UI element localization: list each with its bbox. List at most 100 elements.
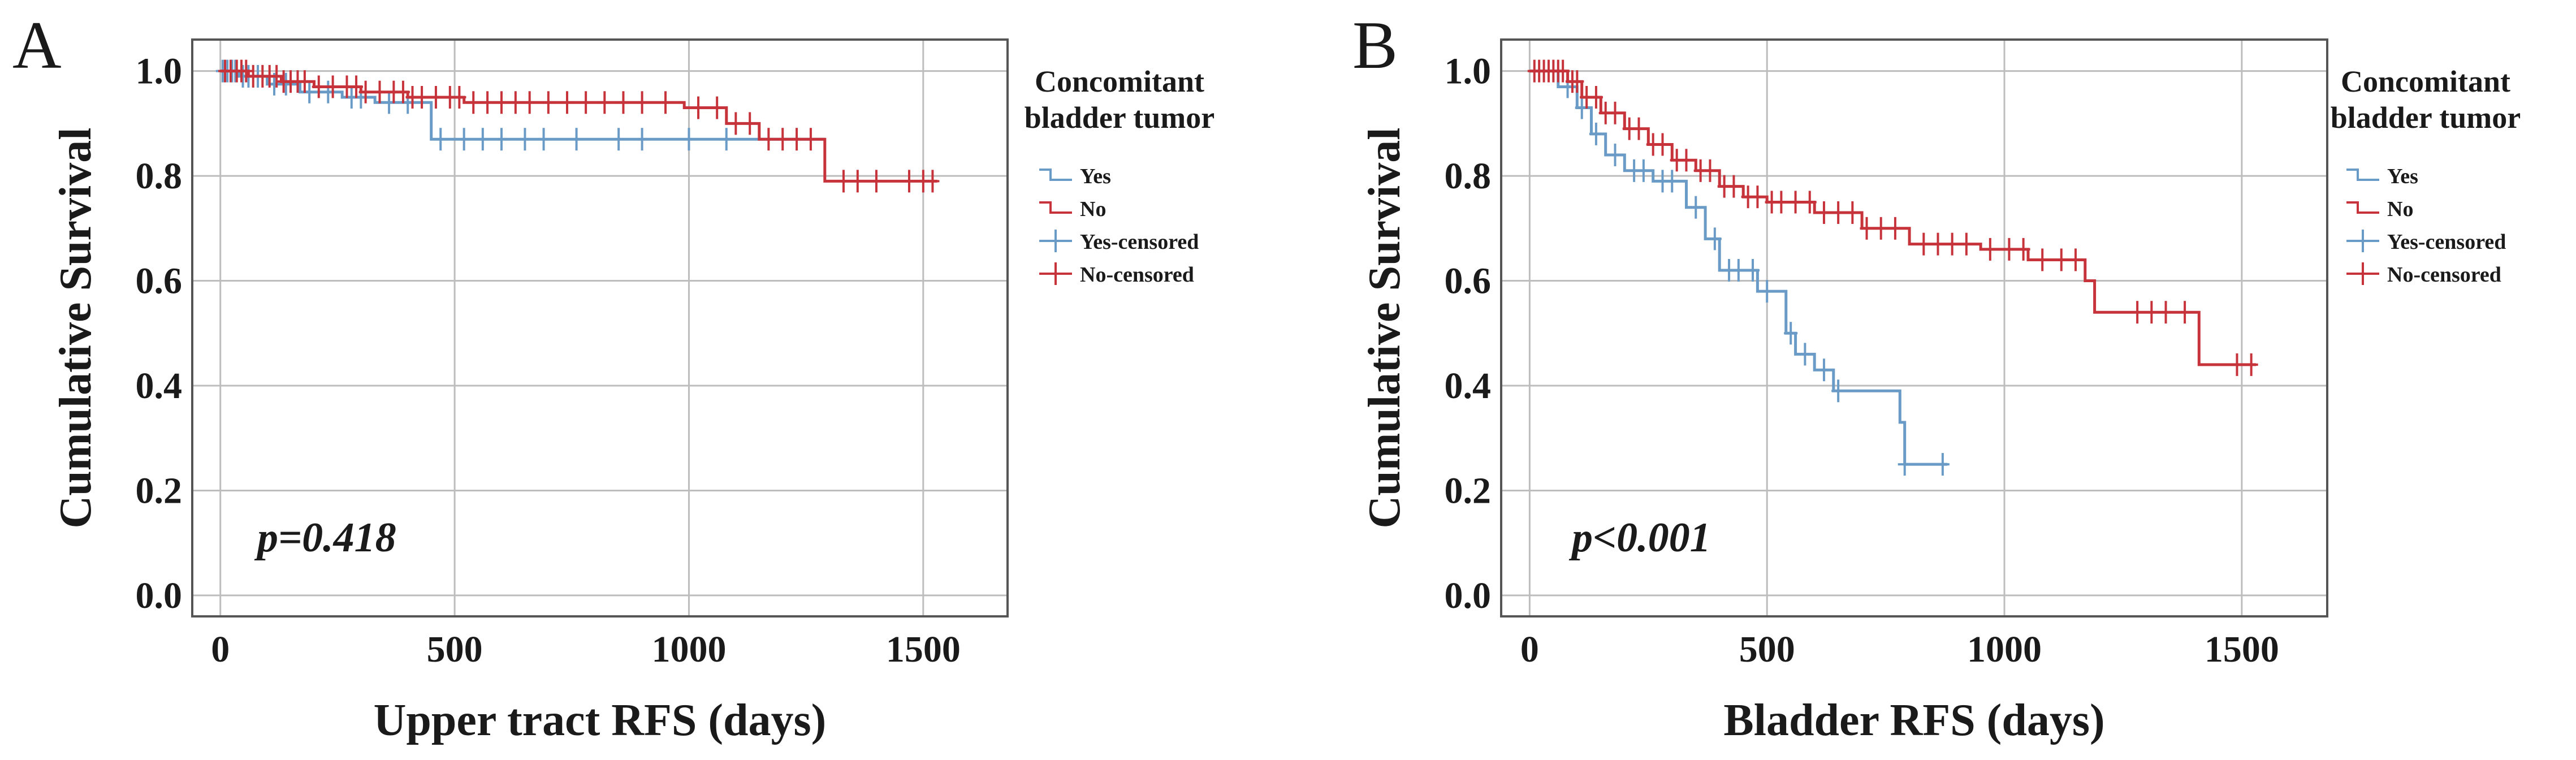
series-yes (1529, 70, 1950, 476)
legend-entry: Yes-censored (1080, 230, 1199, 254)
x-tick-label: 1500 (886, 629, 961, 670)
censor-mark (1788, 191, 1803, 214)
series-no (218, 59, 940, 193)
censor-mark (691, 96, 706, 119)
legend-entry: No-censored (1080, 263, 1194, 287)
censor-mark (494, 91, 508, 114)
censor-mark (537, 128, 551, 151)
censor-mark (579, 91, 593, 114)
censor-mark (1708, 227, 1722, 251)
censor-mark (719, 128, 733, 151)
censor-mark (2178, 301, 2192, 324)
p-value-annotation: p<0.001 (1568, 515, 1711, 561)
censor-mark (1917, 232, 1931, 256)
censor-mark (635, 128, 649, 151)
censor-mark (358, 80, 373, 103)
x-tick-label: 0 (211, 629, 230, 670)
censor-mark (2244, 353, 2258, 376)
censor-mark (1831, 201, 1845, 224)
censor-mark (710, 96, 724, 119)
p-value-annotation: p=0.418 (254, 515, 396, 561)
censor-mark (635, 91, 649, 114)
y-tick-label: 0.8 (136, 156, 183, 197)
censor-mark (1774, 191, 1788, 214)
censor-mark (1760, 280, 1774, 303)
censor-mark (1931, 232, 1945, 256)
censor-mark (1798, 343, 1812, 366)
legend-entry: Yes (2387, 165, 2418, 188)
censor-mark (743, 112, 757, 135)
x-tick-label: 1000 (1967, 629, 2042, 670)
censor-mark (2159, 301, 2173, 324)
censor-mark (1656, 133, 1670, 156)
censor-mark (1874, 217, 1888, 240)
y-tick-label: 1.0 (136, 51, 183, 92)
censor-mark (452, 86, 466, 109)
censor-mark (1888, 217, 1902, 240)
censor-mark (2016, 238, 2030, 261)
censor-mark (2130, 301, 2145, 324)
censor-mark (457, 128, 471, 151)
chart-panel-b: B 0.0 0.2 0.4 0.6 0.8 1.0 0 500 1000 1500 Bladder R… (1352, 7, 2521, 745)
censor-mark (1817, 201, 1831, 224)
x-axis-label: Bladder RFS (days) (1723, 696, 2104, 745)
censor-mark (869, 170, 883, 193)
censor-mark (2054, 248, 2068, 271)
censor-mark (508, 91, 522, 114)
y-tick-label: 0.0 (1445, 575, 1492, 616)
y-axis-label: Cumulative Survival (51, 128, 101, 529)
censor-mark (1556, 59, 1570, 83)
x-tick-label: 500 (427, 629, 483, 670)
legend-line-symbol (1039, 169, 1072, 181)
legend-line-symbol (2346, 201, 2379, 214)
legend-title: Concomitant (1035, 64, 1204, 98)
censor-mark (1751, 185, 1765, 209)
censor-mark (612, 128, 626, 151)
panel-letter: A (12, 7, 62, 83)
x-tick-label: 1500 (2205, 629, 2279, 670)
censor-mark (297, 70, 312, 93)
censor-mark (270, 64, 284, 88)
censor-mark (312, 75, 326, 98)
legend-entry: Yes (1080, 165, 1111, 188)
legend-line-symbol (2346, 169, 2379, 181)
legend-title: Concomitant (2341, 64, 2510, 98)
y-tick-label: 0.0 (136, 575, 183, 616)
censor-mark (1784, 322, 1798, 345)
censor-mark (1831, 379, 1845, 403)
y-tick-label: 0.8 (1445, 156, 1492, 197)
panel-letter: B (1352, 7, 1398, 83)
censor-mark (2145, 301, 2159, 324)
censor-mark (396, 80, 410, 103)
censor-mark (2035, 248, 2050, 271)
legend-title: bladder tumor (1025, 101, 1215, 135)
censor-mark (762, 128, 776, 151)
censor-mark (476, 128, 490, 151)
censor-mark (1608, 101, 1622, 124)
censor-mark (2068, 248, 2082, 271)
y-axis-label: Cumulative Survival (1360, 128, 1410, 529)
censor-mark (522, 91, 537, 114)
censor-mark (434, 128, 448, 151)
censor-mark (560, 91, 574, 114)
censor-mark (494, 128, 508, 151)
x-tick-label: 500 (1739, 629, 1795, 670)
y-tick-label: 1.0 (1445, 51, 1492, 92)
censor-mark (902, 170, 916, 193)
censor-mark (790, 128, 804, 151)
censor-mark (373, 80, 387, 103)
y-tick-label: 0.6 (1445, 261, 1492, 302)
censor-mark (1803, 191, 1817, 214)
censor-mark (1898, 453, 1912, 476)
censor-mark (1570, 70, 1584, 93)
y-tick-label: 0.2 (136, 470, 183, 511)
censor-mark (1589, 122, 1603, 145)
censor-mark (349, 75, 364, 98)
censor-mark (659, 91, 673, 114)
legend-entry: No (2387, 197, 2413, 221)
censor-mark (836, 170, 850, 193)
censor-mark (429, 86, 443, 109)
plot-frame (1500, 38, 2328, 618)
series-yes (215, 59, 825, 151)
